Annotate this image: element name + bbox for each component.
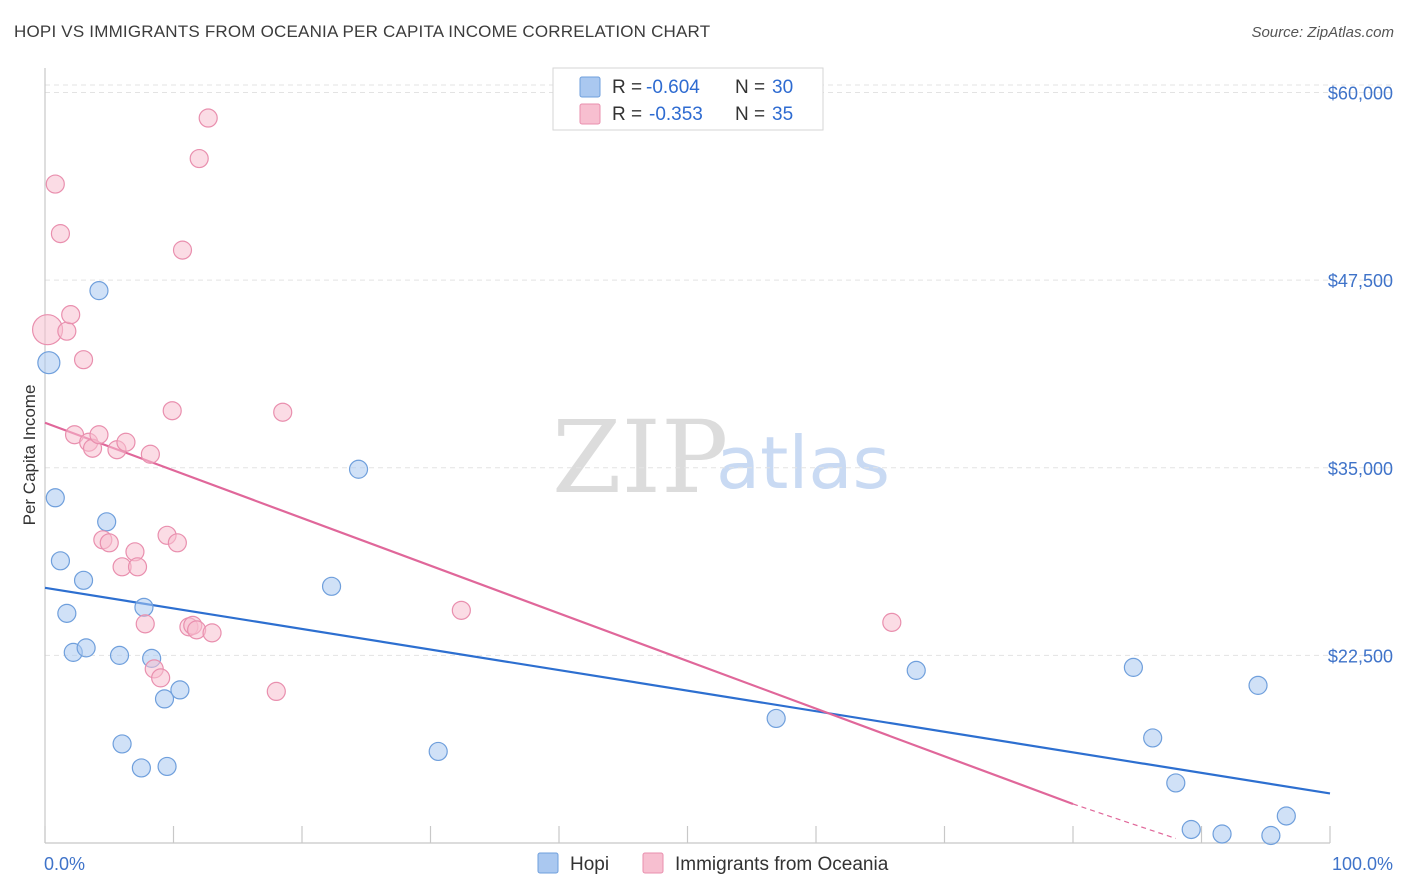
y-axis-label: Per Capita Income — [20, 385, 39, 526]
oceania-point-11 — [99, 533, 119, 553]
x-tick-labels: 0.0% 100.0% — [44, 854, 1393, 874]
legend-swatch-oceania — [579, 103, 601, 125]
oceania-point-9 — [89, 425, 109, 445]
trendlines — [44, 421, 1331, 840]
hopi-point-21 — [906, 660, 926, 680]
hopi-point-26 — [1212, 824, 1232, 844]
oceania-point-24 — [172, 240, 193, 260]
hopi-trendline — [44, 586, 1331, 795]
oceania-point-20 — [151, 668, 171, 688]
legend-r-label-hopi: R = — [612, 77, 642, 98]
oceania-point-3 — [57, 321, 77, 341]
hopi-point-23 — [1143, 728, 1163, 748]
legend-r-value-hopi: -0.604 — [646, 77, 700, 98]
hopi-point-0 — [37, 351, 61, 375]
oceania-trendline — [44, 421, 1074, 806]
oceania-point-22 — [162, 401, 182, 421]
chart-title: HOPI VS IMMIGRANTS FROM OCEANIA PER CAPI… — [14, 22, 711, 41]
bottom-legend: Hopi Immigrants from Oceania — [537, 852, 889, 875]
oceania-point-6 — [73, 350, 94, 370]
hopi-point-7 — [89, 281, 109, 301]
legend-n-value-hopi: 30 — [772, 77, 793, 98]
bottom-legend-swatch-oceania — [642, 852, 664, 874]
oceania-point-30 — [202, 623, 222, 643]
hopi-point-19 — [428, 741, 448, 762]
hopi-point-6 — [76, 638, 96, 658]
watermark-atlas: atlas — [716, 421, 890, 505]
hopi-point-8 — [97, 512, 117, 532]
hopi-point-17 — [321, 576, 342, 596]
oceania-point-17 — [135, 614, 155, 634]
hopi-point-24 — [1166, 773, 1186, 793]
source-label: Source: ZipAtlas.com — [1251, 24, 1394, 41]
bottom-legend-label-oceania: Immigrants from Oceania — [675, 854, 889, 875]
hopi-point-27 — [1248, 675, 1268, 695]
hopi-point-12 — [134, 597, 154, 617]
legend-n-label-hopi: N = — [735, 77, 765, 98]
watermark-zip: ZIP — [552, 399, 728, 516]
x-tick-label-0: 0.0% — [44, 854, 85, 874]
hopi-point-14 — [154, 689, 175, 709]
hopi-point-28 — [1261, 825, 1281, 846]
oceania-point-27 — [187, 620, 207, 640]
oceania-point-23 — [167, 533, 187, 553]
oceania-point-33 — [451, 600, 471, 620]
oceania-point-29 — [198, 108, 218, 128]
gridlines — [45, 84, 1392, 656]
hopi-point-20 — [766, 708, 786, 729]
hopi-point-25 — [1181, 819, 1201, 840]
hopi-point-22 — [1123, 657, 1143, 677]
oceania-point-4 — [61, 305, 81, 325]
oceania-point-34 — [882, 612, 902, 632]
y-tick-label-0: $22,500 — [1328, 646, 1393, 666]
oceania-point-1 — [45, 174, 65, 194]
y-tick-label-1: $35,000 — [1328, 459, 1393, 479]
legend-swatch-hopi — [579, 76, 601, 98]
hopi-point-18 — [348, 459, 369, 479]
hopi-point-9 — [109, 645, 130, 665]
hopi-point-15 — [157, 756, 177, 777]
y-tick-label-2: $47,500 — [1328, 271, 1393, 291]
data-points — [31, 108, 1296, 846]
hopi-point-29 — [1276, 806, 1296, 826]
oceania-point-28 — [189, 148, 209, 169]
hopi-point-10 — [112, 734, 132, 754]
oceania-point-18 — [140, 444, 160, 464]
y-tick-label-3: $60,000 — [1328, 84, 1393, 104]
oceania-trendline-extension — [1072, 803, 1176, 840]
legend-r-value-oceania: -0.353 — [649, 104, 703, 125]
y-tick-labels: $22,500 $35,000 $47,500 $60,000 — [1328, 84, 1393, 667]
bottom-legend-label-hopi: Hopi — [570, 854, 609, 875]
legend-n-label-oceania: N = — [735, 104, 765, 125]
hopi-point-2 — [50, 551, 71, 571]
oceania-point-2 — [50, 224, 71, 244]
legend-r-label-oceania: R = — [612, 104, 642, 125]
x-tick-label-1: 100.0% — [1332, 854, 1393, 874]
hopi-point-16 — [170, 680, 190, 700]
oceania-point-14 — [116, 432, 136, 452]
axes — [44, 68, 1331, 844]
hopi-point-1 — [45, 488, 65, 508]
hopi-point-11 — [131, 758, 151, 778]
oceania-point-31 — [266, 681, 286, 702]
oceania-point-16 — [127, 557, 148, 577]
hopi-point-3 — [57, 603, 77, 623]
hopi-point-5 — [73, 570, 94, 590]
bottom-legend-swatch-hopi — [537, 852, 559, 874]
oceania-point-32 — [273, 402, 293, 422]
top-legend: R = -0.604 N = 30 R = -0.353 N = 35 — [552, 67, 824, 131]
legend-n-value-oceania: 35 — [772, 104, 793, 125]
